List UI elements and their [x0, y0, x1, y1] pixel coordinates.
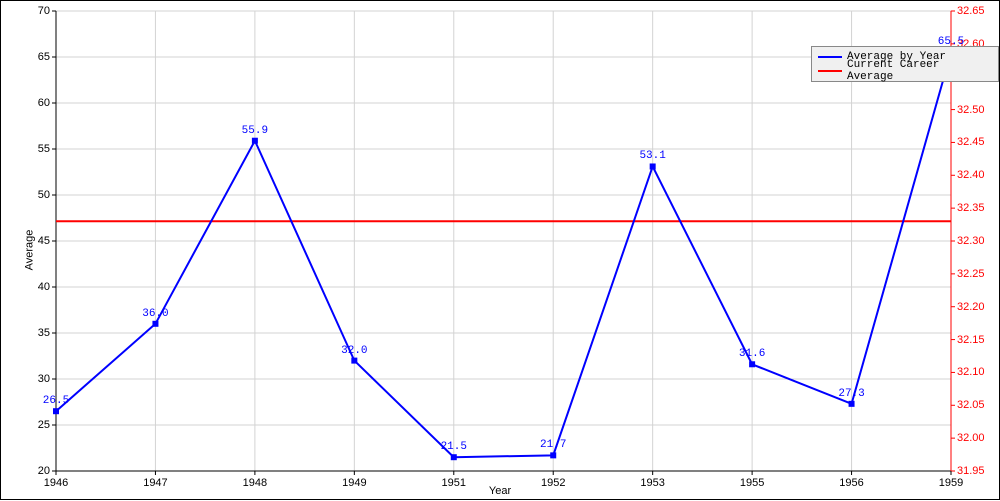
x-tick-label: 1953 — [640, 477, 664, 489]
data-point-label: 36.0 — [142, 308, 168, 320]
legend: Average by YearCurrent Career Average — [811, 46, 999, 82]
data-point-label: 21.5 — [441, 441, 467, 453]
legend-label-series2: Current Career Average — [847, 59, 992, 83]
y-left-tick-label: 60 — [20, 97, 50, 109]
data-point-label: 32.0 — [341, 345, 367, 357]
y-right-tick-label: 32.35 — [957, 202, 985, 214]
x-tick-label: 1948 — [243, 477, 267, 489]
y-right-tick-label: 32.05 — [957, 399, 985, 411]
y-left-tick-label: 25 — [20, 419, 50, 431]
y-left-tick-label: 40 — [20, 281, 50, 293]
y-right-tick-label: 32.15 — [957, 334, 985, 346]
x-tick-label: 1952 — [541, 477, 565, 489]
data-point-label: 31.6 — [739, 348, 765, 360]
data-point-label: 26.5 — [43, 395, 69, 407]
data-point-label: 55.9 — [242, 125, 268, 137]
y-left-tick-label: 65 — [20, 51, 50, 63]
y-right-tick-label: 32.10 — [957, 366, 985, 378]
x-axis-label: Year — [489, 485, 511, 497]
data-point-label: 21.7 — [540, 439, 566, 451]
x-tick-label: 1955 — [740, 477, 764, 489]
data-point-label: 53.1 — [639, 150, 665, 162]
legend-swatch-series2 — [818, 70, 842, 72]
y-left-tick-label: 50 — [20, 189, 50, 201]
y-left-tick-label: 20 — [20, 465, 50, 477]
y-left-tick-label: 30 — [20, 373, 50, 385]
data-point-label: 27.3 — [838, 388, 864, 400]
chart-container: 202530354045505560657031.9532.0032.0532.… — [0, 0, 1000, 500]
x-tick-label: 1947 — [143, 477, 167, 489]
y-axis-label: Average — [23, 230, 35, 271]
y-right-tick-label: 32.25 — [957, 268, 985, 280]
y-left-tick-label: 70 — [20, 5, 50, 17]
x-tick-label: 1946 — [44, 477, 68, 489]
y-right-tick-label: 32.30 — [957, 235, 985, 247]
y-right-tick-label: 32.50 — [957, 104, 985, 116]
legend-swatch-series1 — [818, 56, 842, 58]
y-right-tick-label: 31.95 — [957, 465, 985, 477]
y-right-tick-label: 32.40 — [957, 169, 985, 181]
y-left-tick-label: 55 — [20, 143, 50, 155]
x-tick-label: 1956 — [839, 477, 863, 489]
x-tick-label: 1959 — [939, 477, 963, 489]
x-tick-label: 1949 — [342, 477, 366, 489]
y-left-tick-label: 35 — [20, 327, 50, 339]
y-right-tick-label: 32.00 — [957, 432, 985, 444]
legend-item-series2: Current Career Average — [818, 64, 992, 78]
y-right-tick-label: 32.65 — [957, 5, 985, 17]
y-right-tick-label: 32.45 — [957, 136, 985, 148]
x-tick-label: 1951 — [442, 477, 466, 489]
y-right-tick-label: 32.20 — [957, 301, 985, 313]
